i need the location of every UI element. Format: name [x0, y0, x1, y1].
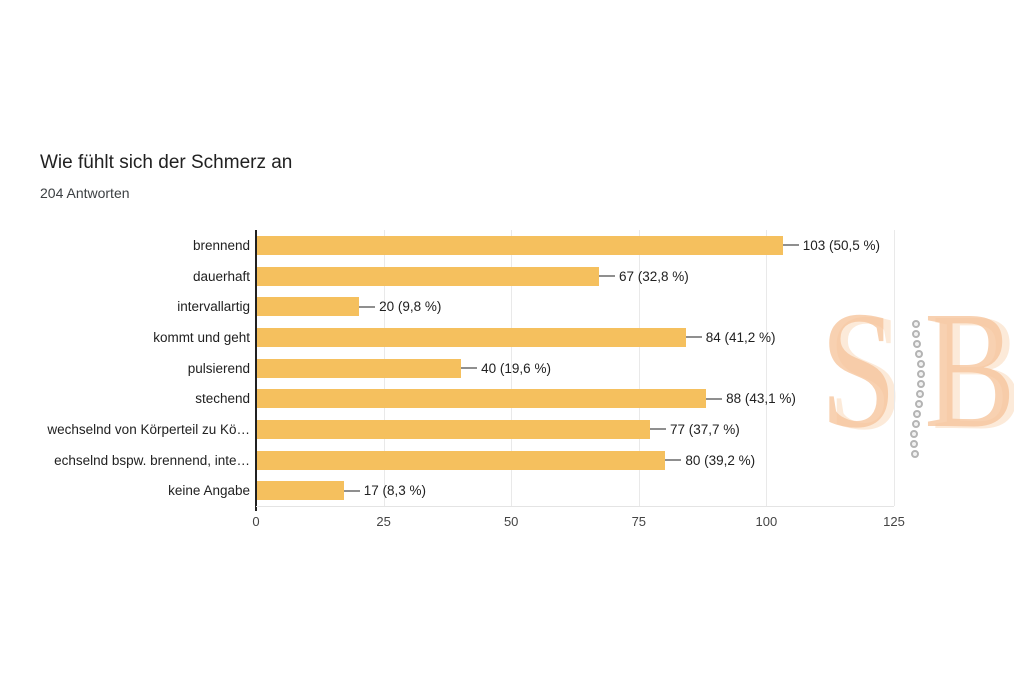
category-label: kommt und geht — [153, 329, 250, 345]
bar — [257, 481, 344, 501]
spine-bead-icon — [910, 450, 919, 458]
spine-bead-icon — [912, 330, 920, 338]
spine-bead-icon — [916, 360, 925, 368]
watermark-letter-s: S — [820, 277, 897, 463]
plot-bottom-border — [256, 506, 894, 507]
category-label: intervallartig — [177, 299, 250, 315]
category-label: pulsierend — [187, 360, 250, 376]
value-leader-line — [782, 244, 799, 247]
bar — [257, 450, 666, 470]
x-tick-label: 50 — [503, 514, 519, 529]
spine-bead-icon — [911, 420, 920, 428]
gridline-x-50 — [511, 230, 513, 506]
spine-bead-icon — [913, 410, 921, 418]
spine-bead-icon — [917, 370, 925, 378]
x-tick-label: 25 — [376, 514, 391, 529]
bar — [257, 235, 783, 255]
category-label: dauerhaft — [192, 268, 250, 284]
spine-bead-icon — [910, 430, 918, 438]
category-label: wechselnd von Körperteil zu Kö… — [47, 421, 250, 437]
x-tick-label: 75 — [631, 514, 647, 529]
value-label: 80 (39,2 %) — [685, 452, 756, 468]
gridline-x-75 — [638, 230, 640, 506]
spine-bead-icon — [912, 320, 920, 328]
x-tick-label: 0 — [252, 514, 260, 529]
spine-bead-icon — [914, 400, 923, 408]
gridline-x-100 — [766, 230, 768, 506]
x-tick-label: 100 — [755, 514, 778, 529]
spine-bead-icon — [916, 380, 925, 388]
value-label: 40 (19,6 %) — [481, 360, 551, 376]
chart-title: Wie fühlt sich der Schmerz an — [40, 152, 293, 173]
value-leader-line — [598, 275, 615, 277]
response-count: 204 Antworten — [40, 185, 130, 201]
value-leader-line — [650, 428, 666, 431]
value-label: 84 (41,2 %) — [705, 329, 776, 345]
value-label: 67 (32,8 %) — [618, 268, 689, 284]
y-axis-line — [255, 230, 257, 511]
value-label: 77 (37,7 %) — [670, 421, 740, 437]
x-tick-label: 125 — [883, 514, 905, 529]
bar — [257, 389, 707, 409]
watermark-letter-b: B — [924, 277, 1014, 463]
bar — [257, 297, 360, 317]
value-leader-line — [665, 459, 682, 461]
bar — [257, 327, 686, 347]
value-leader-line — [685, 336, 702, 339]
value-label: 17 (8,3 %) — [363, 483, 427, 499]
value-label: 88 (43,1 %) — [726, 391, 796, 407]
spine-bead-icon — [913, 340, 921, 348]
spine-bead-icon — [915, 390, 924, 398]
category-label: keine Angabe — [168, 483, 250, 499]
value-leader-line — [343, 489, 360, 492]
category-label: stechend — [195, 391, 250, 407]
bar — [257, 266, 599, 286]
gridline-x-125 — [894, 230, 895, 506]
value-leader-line — [359, 305, 376, 308]
value-leader-line — [461, 367, 478, 369]
bar — [257, 419, 650, 439]
bar — [257, 358, 462, 378]
value-leader-line — [706, 397, 723, 400]
category-label: echselnd bspw. brennend, inte… — [54, 452, 250, 468]
spine-bead-icon — [909, 440, 918, 448]
value-label: 20 (9,8 %) — [379, 299, 442, 315]
spine-bead-icon — [915, 350, 923, 358]
category-label: brennend — [192, 237, 250, 253]
value-label: 103 (50,5 %) — [802, 237, 880, 253]
